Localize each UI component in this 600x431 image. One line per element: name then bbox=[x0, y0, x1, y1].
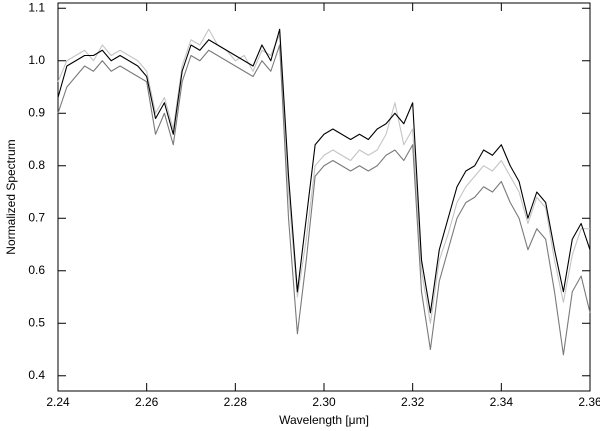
spectrum-line bbox=[57, 44, 591, 356]
x-tick-label: 2.34 bbox=[490, 395, 514, 409]
y-tick-label: 1.0 bbox=[28, 53, 45, 67]
x-tick-label: 2.24 bbox=[46, 395, 70, 409]
x-tick-label: 2.36 bbox=[578, 395, 600, 409]
spectrum-line bbox=[57, 28, 591, 314]
y-tick-label: 0.5 bbox=[28, 315, 45, 329]
x-tick-label: 2.30 bbox=[312, 395, 336, 409]
y-tick-label: 1.1 bbox=[28, 0, 45, 14]
y-tick-label: 0.4 bbox=[28, 368, 45, 382]
spectrum-line bbox=[57, 28, 590, 324]
y-axis-title: Normalized Spectrum bbox=[4, 139, 18, 254]
x-axis-title: Wavelength [μm] bbox=[279, 413, 369, 427]
x-tick-label: 2.32 bbox=[401, 395, 425, 409]
y-tick-label: 0.7 bbox=[28, 210, 45, 224]
y-tick-label: 0.6 bbox=[28, 263, 45, 277]
x-tick-label: 2.26 bbox=[135, 395, 159, 409]
y-tick-label: 0.8 bbox=[28, 158, 45, 172]
x-tick-label: 2.28 bbox=[224, 395, 248, 409]
y-tick-label: 0.9 bbox=[28, 105, 45, 119]
